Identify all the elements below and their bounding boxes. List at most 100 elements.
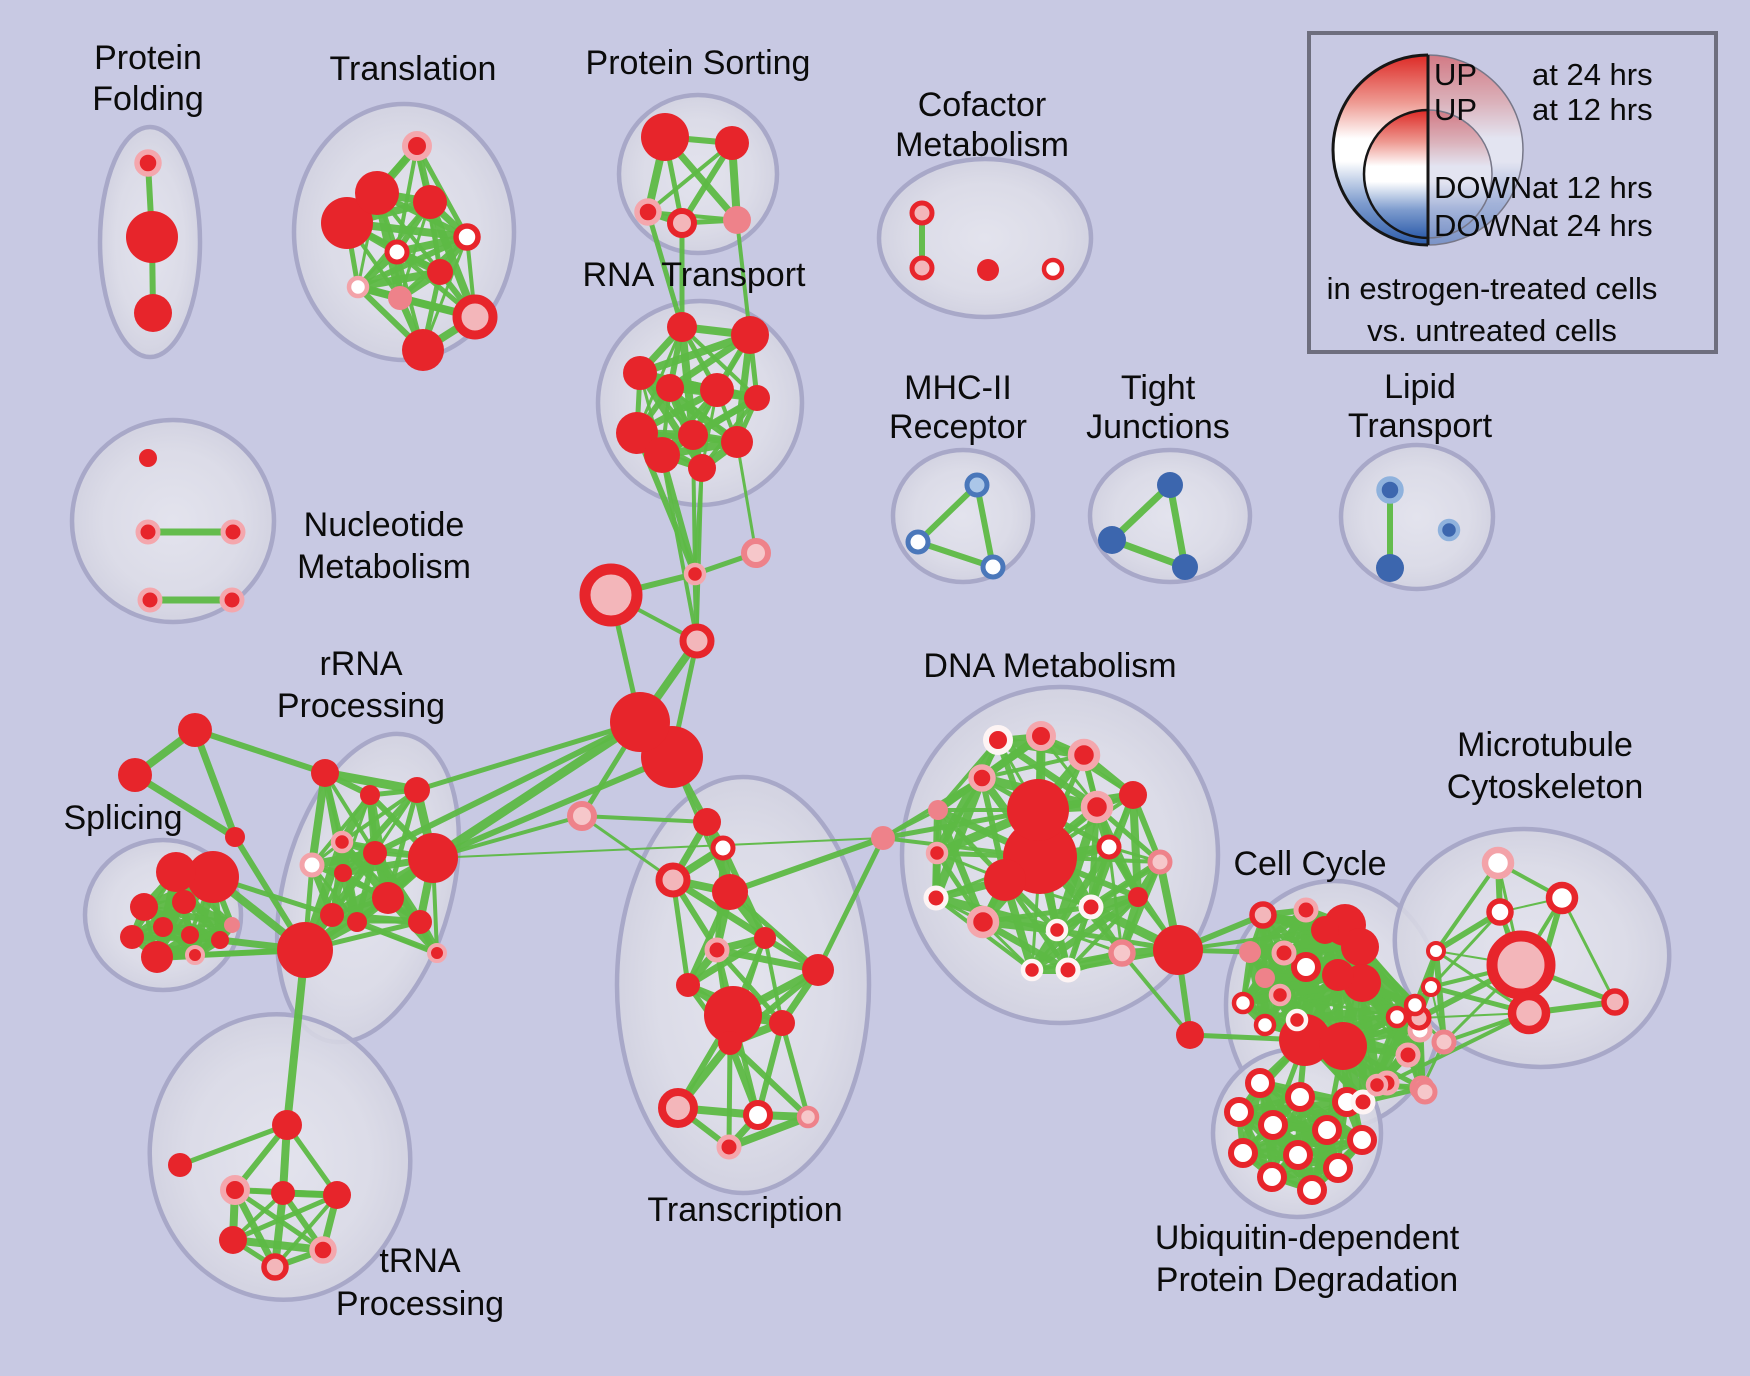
- node-tx4: [712, 874, 748, 910]
- node-xiso: [168, 1153, 192, 1177]
- edge: [310, 793, 372, 867]
- node-mt3: [1486, 898, 1514, 926]
- legend-caption-line1: in estrogen-treated cells: [1327, 271, 1658, 306]
- node-ps5: [723, 206, 751, 234]
- node-cc20: [1365, 1073, 1389, 1097]
- node-dn11: [984, 859, 1026, 901]
- node-ccg2: [1319, 1022, 1367, 1070]
- legend-inner-left-arc: [1362, 108, 1429, 240]
- node-cof2: [909, 255, 935, 281]
- cluster-label-trna-processing-line2: Processing: [336, 1285, 504, 1323]
- node-dn19: [1020, 958, 1044, 982]
- node-rt4: [656, 374, 684, 402]
- node-tn1: [220, 1175, 250, 1205]
- node-dn13: [1128, 887, 1148, 907]
- node-cx4: [679, 623, 715, 659]
- node-cc17: [1403, 993, 1427, 1017]
- node-xt2: [118, 758, 152, 792]
- edge: [660, 453, 699, 643]
- node-rr5: [299, 852, 325, 878]
- legend-level-4: DOWN: [1434, 208, 1532, 243]
- node-tr3: [413, 185, 447, 219]
- node-tx6: [704, 937, 730, 963]
- node-dn17: [1108, 939, 1136, 967]
- node-mt9: [1431, 1029, 1457, 1055]
- legend-caption-line2: vs. untreated cells: [1367, 313, 1617, 348]
- edge: [725, 1113, 812, 1151]
- node-ub4: [1224, 1097, 1254, 1127]
- node-ub5: [1258, 1110, 1288, 1140]
- edge: [755, 1020, 785, 1118]
- node-rr10: [320, 903, 344, 927]
- node-tn3: [323, 1181, 351, 1209]
- edge: [354, 919, 440, 956]
- node-tn6: [261, 1253, 289, 1281]
- cluster-label-ubiquitin-degradation-line2: Protein Degradation: [1156, 1261, 1458, 1299]
- edge: [273, 1193, 339, 1269]
- node-sp10: [211, 931, 229, 949]
- node-mhc3: [980, 554, 1006, 580]
- node-sp2: [187, 851, 239, 903]
- edge: [636, 331, 754, 377]
- node-rr7: [334, 864, 352, 882]
- node-cc15: [1285, 1008, 1309, 1032]
- edge: [229, 1236, 327, 1254]
- node-cc1: [1249, 901, 1277, 929]
- node-dn5: [1119, 781, 1147, 809]
- cluster-label-lipid-transport-line2: Transport: [1348, 407, 1493, 445]
- node-ub12: [1297, 1175, 1327, 1205]
- node-dn12: [923, 885, 949, 911]
- node-pf1: [134, 149, 162, 177]
- cluster-ellipse-cofactor-metabolism: [876, 156, 1094, 320]
- node-tr2: [355, 171, 399, 215]
- edge: [669, 876, 769, 942]
- edge: [980, 753, 1086, 780]
- edge: [192, 727, 328, 776]
- node-dcon: [871, 826, 895, 850]
- node-tr1: [402, 131, 432, 161]
- edge: [1385, 1011, 1531, 1085]
- edge: [323, 771, 377, 855]
- cluster-label-mhc-ii-receptor-line1: MHC-II: [904, 369, 1012, 407]
- edge: [735, 218, 752, 337]
- node-tx1: [693, 808, 721, 836]
- legend-time-2: at 12 hrs: [1532, 92, 1653, 127]
- node-pf2: [126, 211, 178, 263]
- node-tj3: [1172, 554, 1198, 580]
- node-sp7: [181, 926, 199, 944]
- node-mhc2: [905, 529, 931, 555]
- node-ub11: [1257, 1162, 1287, 1192]
- edge: [372, 719, 643, 856]
- edge: [670, 877, 691, 988]
- node-tx11: [718, 1031, 742, 1055]
- node-tx14: [796, 1105, 820, 1129]
- node-tr10: [452, 294, 498, 340]
- edge: [580, 814, 675, 882]
- legend-level-3: DOWN: [1434, 170, 1532, 205]
- cluster-label-tight-junctions-line2: Junctions: [1086, 408, 1230, 446]
- node-cof4: [1041, 257, 1065, 281]
- node-cc9: [1322, 959, 1354, 991]
- node-ub8: [1228, 1138, 1258, 1168]
- node-mt1: [1481, 846, 1515, 880]
- node-rr2: [360, 785, 380, 805]
- node-nuc1: [139, 449, 157, 467]
- node-tj1: [1157, 472, 1183, 498]
- edge: [1269, 1137, 1365, 1180]
- node-rr12: [408, 910, 432, 934]
- node-rt9: [644, 437, 680, 473]
- edge: [915, 482, 980, 545]
- node-tr8: [346, 275, 370, 299]
- node-cc8: [1291, 952, 1321, 982]
- edge: [340, 788, 419, 844]
- node-tx15: [716, 1134, 742, 1160]
- node-tx13: [743, 1100, 773, 1130]
- node-ps3: [634, 198, 662, 226]
- legend-level-2: UP: [1434, 92, 1477, 127]
- edge: [1434, 861, 1500, 953]
- cluster-label-tight-junctions-line1: Tight: [1121, 369, 1196, 407]
- node-rr3: [404, 777, 430, 803]
- cluster-label-protein-folding-line2: Folding: [92, 80, 204, 118]
- node-cc5: [1341, 928, 1379, 966]
- edge: [815, 835, 886, 973]
